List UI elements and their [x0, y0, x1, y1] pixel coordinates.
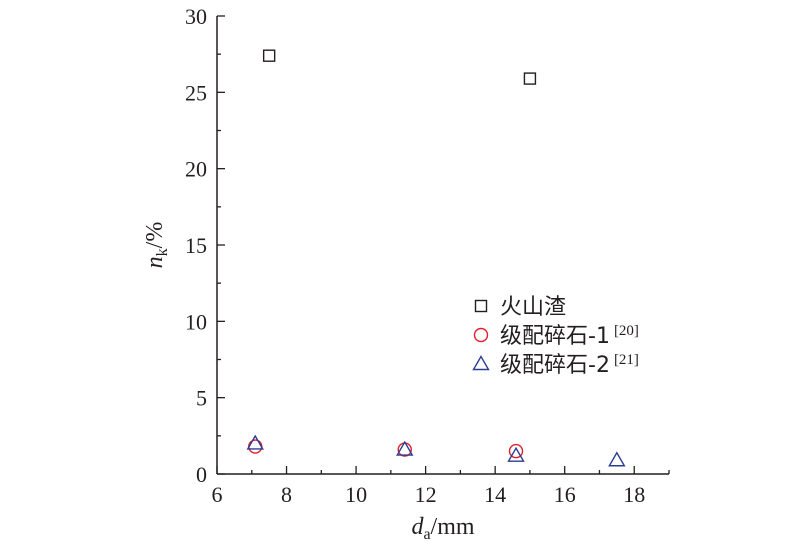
- x-tick-label: 10: [345, 482, 367, 507]
- y-tick-label: 5: [196, 386, 207, 411]
- legend-marker-triangle: [472, 355, 490, 371]
- data-point-triangle: [246, 434, 264, 450]
- x-tick-label: 14: [484, 482, 506, 507]
- axes: [216, 16, 669, 475]
- x-tick-label: 6: [212, 482, 223, 507]
- data-point-triangle: [507, 446, 525, 462]
- legend-label: 火山渣: [500, 295, 566, 320]
- y-tick-label: 25: [185, 80, 207, 105]
- data-points: [246, 49, 626, 467]
- y-tick-label: 15: [185, 233, 207, 258]
- tick-marks: [216, 15, 670, 475]
- data-point-circle: [248, 439, 263, 454]
- data-point-square: [523, 72, 537, 85]
- legend-marker-circle: [473, 327, 489, 343]
- legend-label: 级配碎石-2 [21]: [500, 352, 639, 378]
- legend-reference: [21]: [614, 352, 639, 368]
- legend-reference: [20]: [614, 323, 639, 339]
- tick-labels: 6 8 10 12 14 16 18 0 5 10 15 20 25 30: [185, 4, 645, 507]
- data-point-triangle: [608, 451, 626, 467]
- x-axis-label: da/mm: [411, 514, 474, 543]
- y-tick-label: 20: [185, 157, 207, 182]
- x-tick-label: 8: [281, 482, 292, 507]
- y-tick-label: 10: [185, 309, 207, 334]
- y-tick-label: 0: [196, 462, 207, 487]
- legend-label: 级配碎石-1 [20]: [500, 323, 639, 349]
- x-tick-label: 18: [623, 482, 645, 507]
- x-tick-label: 16: [554, 482, 576, 507]
- x-tick-label: 12: [415, 482, 437, 507]
- y-axis-label: nk/%: [142, 222, 171, 269]
- data-point-circle: [508, 443, 524, 459]
- data-point-triangle: [396, 440, 414, 456]
- data-point-square: [262, 49, 276, 62]
- y-tick-label: 30: [185, 4, 207, 29]
- legend-marker-square: [474, 299, 488, 313]
